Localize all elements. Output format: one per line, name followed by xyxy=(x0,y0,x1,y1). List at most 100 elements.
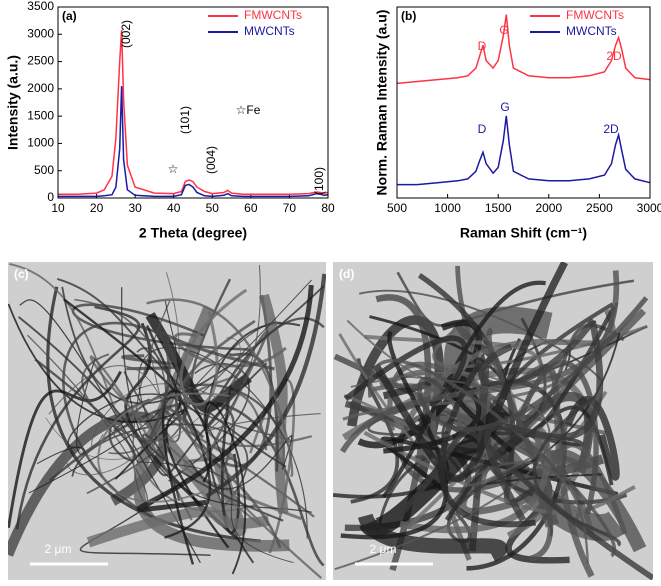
fiber xyxy=(8,370,122,529)
tem-image: (d) 2 μm xyxy=(333,262,653,580)
y-tick-label: 1000 xyxy=(27,136,54,150)
fiber xyxy=(173,279,312,416)
annotation: 2D xyxy=(603,122,619,136)
annotation: 2D xyxy=(606,49,622,63)
annotation: D xyxy=(478,39,487,53)
fiber xyxy=(19,299,201,564)
annotation: (101) xyxy=(178,106,192,134)
annotation: G xyxy=(500,100,509,114)
fiber xyxy=(36,358,96,465)
fiber xyxy=(136,284,314,512)
fiber xyxy=(357,512,508,562)
fiber xyxy=(17,316,268,477)
fiber xyxy=(189,435,293,490)
x-tick-label: 10 xyxy=(51,201,65,215)
fiber xyxy=(97,392,230,503)
fiber xyxy=(81,353,170,442)
y-tick-label: 500 xyxy=(34,163,54,177)
fiber xyxy=(258,293,289,515)
fiber xyxy=(136,461,294,564)
fiber xyxy=(204,401,247,575)
legend-label: FMWCNTs xyxy=(566,8,624,22)
fiber xyxy=(483,320,604,523)
y-tick-label: 3000 xyxy=(27,26,54,40)
x-tick-label: 30 xyxy=(128,201,142,215)
x-tick-label: 2500 xyxy=(586,201,613,215)
fiber xyxy=(146,298,294,477)
fiber xyxy=(179,288,248,406)
data-line xyxy=(58,29,329,195)
data-line xyxy=(58,86,329,198)
x-axis-label: 2 Theta (degree) xyxy=(139,225,247,241)
fiber xyxy=(86,506,270,548)
x-tick-label: 1000 xyxy=(434,201,461,215)
fiber xyxy=(220,385,240,534)
fiber xyxy=(142,412,247,537)
fiber xyxy=(203,391,312,451)
x-tick-label: 50 xyxy=(206,201,220,215)
panel-label: (b) xyxy=(401,9,416,23)
fiber xyxy=(340,330,449,540)
y-axis-label: Intensity (a.u.) xyxy=(5,55,21,150)
plot-frame xyxy=(57,6,329,199)
annotation: ☆ xyxy=(168,162,179,176)
scale-bar-label: 2 μm xyxy=(45,542,72,556)
image-label: (d) xyxy=(339,267,354,281)
fiber xyxy=(66,272,180,476)
x-tick-label: 70 xyxy=(283,201,297,215)
legend-label: MWCNTs xyxy=(244,24,295,38)
fiber xyxy=(564,396,620,481)
panel-label: (a) xyxy=(62,9,77,23)
fiber xyxy=(438,353,537,528)
fiber xyxy=(89,355,262,527)
fiber xyxy=(138,346,308,539)
x-tick-label: 20 xyxy=(90,201,104,215)
data-line xyxy=(397,115,651,186)
x-tick-label: 80 xyxy=(321,201,335,215)
fiber xyxy=(417,296,649,432)
x-axis-label: Raman Shift (cm⁻¹) xyxy=(460,225,587,241)
y-tick-label: 3500 xyxy=(27,0,54,13)
fiber xyxy=(56,277,287,468)
x-tick-label: 60 xyxy=(244,201,258,215)
annotation: (100) xyxy=(312,167,326,195)
legend-label: FMWCNTs xyxy=(244,8,302,22)
fiber xyxy=(203,317,325,430)
tem-image: (c) 2 μm xyxy=(8,262,326,580)
scale-bar-label: 2 μm xyxy=(370,542,397,556)
fiber xyxy=(478,317,597,388)
fiber xyxy=(175,319,282,549)
x-tick-label: 500 xyxy=(387,201,407,215)
fiber xyxy=(205,265,321,433)
plot-frame xyxy=(396,6,651,199)
y-tick-label: 0 xyxy=(47,190,54,204)
fiber xyxy=(368,359,616,558)
x-tick-label: 2000 xyxy=(535,201,562,215)
image-label: (c) xyxy=(14,267,29,281)
fiber xyxy=(28,300,179,494)
data-line xyxy=(396,14,651,85)
fiber xyxy=(381,280,546,499)
fiber xyxy=(161,389,212,565)
x-tick-label: 1500 xyxy=(485,201,512,215)
fiber xyxy=(15,305,141,530)
y-axis-label: Norm. Raman Intensity (a.u) xyxy=(374,10,390,196)
fibers xyxy=(8,263,326,580)
y-tick-label: 1500 xyxy=(27,108,54,122)
y-tick-label: 2000 xyxy=(27,81,54,95)
fiber xyxy=(205,273,326,498)
fiber xyxy=(148,329,275,439)
x-tick-label: 40 xyxy=(167,201,181,215)
fiber xyxy=(372,262,568,483)
x-tick-label: 3000 xyxy=(637,201,661,215)
annotation: (004) xyxy=(204,146,218,174)
fiber xyxy=(334,375,551,571)
annotation: D xyxy=(478,122,487,136)
fibers xyxy=(333,262,653,580)
annotation: (002) xyxy=(119,20,133,48)
fiber xyxy=(48,329,164,415)
annotation: G xyxy=(499,23,508,37)
annotation: ☆Fe xyxy=(236,103,261,117)
